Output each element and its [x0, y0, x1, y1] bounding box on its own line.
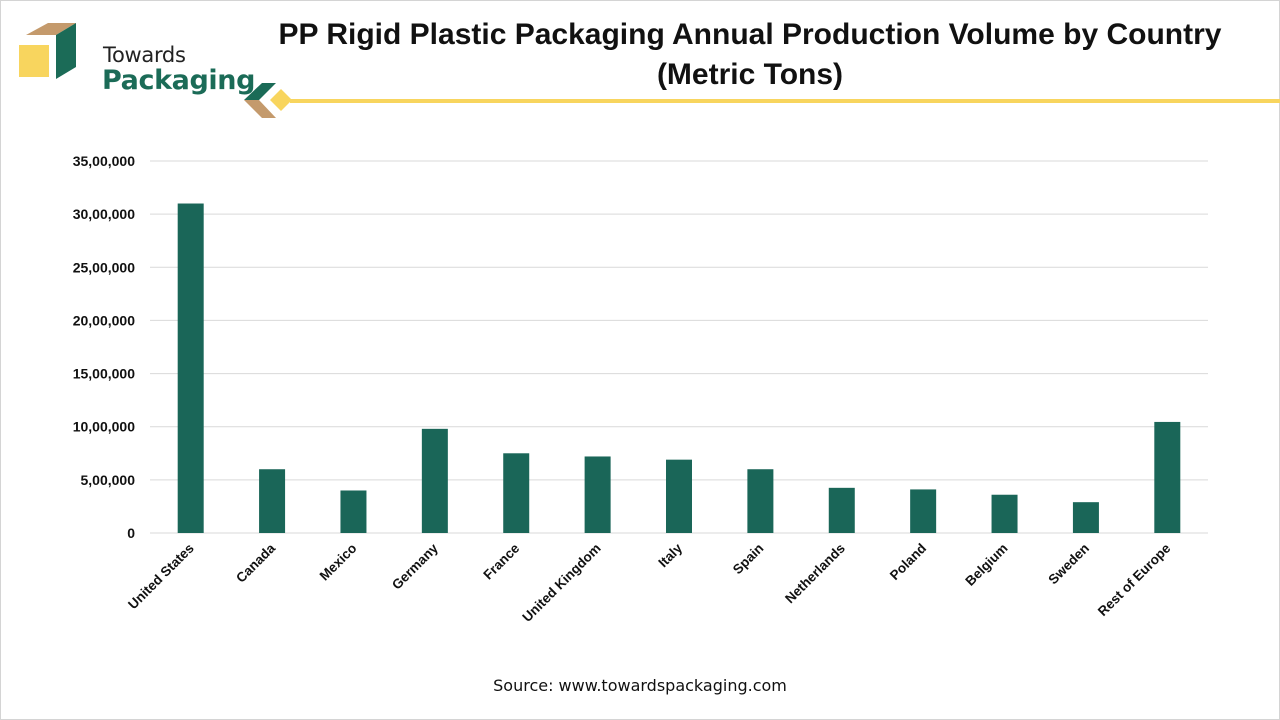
brand-logo: Towards Packaging [18, 23, 255, 96]
y-tick-label: 5,00,000 [81, 472, 136, 488]
y-tick-label: 15,00,000 [73, 366, 135, 382]
deco-tan-chevron-icon [244, 100, 276, 118]
x-tick-label: Poland [887, 541, 929, 583]
x-axis-labels: United States Canada Mexico Germany FranceUn… [125, 540, 1174, 625]
bar-belgium [991, 494, 1018, 533]
chart-title-main: PP Rigid Plastic Packaging Annual Produc… [278, 18, 1222, 51]
x-tick-label: Netherlands [782, 541, 848, 607]
x-tick-label: Canada [233, 540, 278, 585]
y-tick-label: 25,00,000 [73, 259, 135, 275]
chart-subtitle: (Metric Tons) [656, 58, 844, 91]
bar-united-states [177, 203, 204, 533]
brand-name-line1: Towards [103, 43, 186, 67]
x-tick-label: Sweden [1045, 541, 1092, 588]
deco-yellow-line [290, 99, 1280, 103]
y-tick-label: 30,00,000 [73, 206, 135, 222]
x-tick-label: Italy [655, 540, 685, 570]
x-tick-label: Mexico [317, 541, 360, 584]
source-note: Source: www.towardspackaging.com [493, 676, 787, 695]
y-tick-label: 10,00,000 [73, 419, 135, 435]
bar-germany [421, 428, 448, 533]
x-tick-label: Germany [389, 540, 441, 592]
bar-mexico [340, 490, 367, 533]
bars [177, 203, 1181, 533]
x-tick-label: United Kingdom [519, 541, 603, 625]
x-tick-label: Rest of Europe [1095, 540, 1174, 619]
bar-poland [910, 489, 937, 533]
brand-name-line2: Packaging [102, 65, 255, 96]
bar-netherlands [828, 487, 855, 533]
bar-rest-of-europe [1154, 421, 1181, 533]
x-tick-label: Belgium [962, 541, 1010, 589]
x-tick-label: France [480, 540, 522, 582]
y-tick-label: 20,00,000 [73, 312, 135, 328]
bar-france [503, 453, 530, 533]
bar-spain [747, 469, 774, 533]
chart-title: PP Rigid Plastic Packaging Annual Produc… [250, 15, 1250, 95]
deco-green-chevron-icon [244, 83, 276, 100]
bar-italy [666, 459, 692, 533]
bar-canada [259, 469, 286, 533]
title-underline-decoration [244, 83, 1280, 118]
deco-yellow-diamond-icon [270, 89, 292, 111]
y-axis-labels: 0 5,00,000 10,00,000 15,00,000 20,00,000 25,0… [73, 153, 136, 541]
y-tick-label: 35,00,000 [73, 153, 135, 169]
bar-sweden [1072, 502, 1099, 533]
box-logo-icon [19, 23, 76, 79]
x-tick-label: United States [125, 541, 197, 613]
bar-united-kingdom [584, 456, 611, 533]
x-tick-label: Spain [730, 541, 767, 578]
y-tick-label: 0 [127, 525, 135, 541]
